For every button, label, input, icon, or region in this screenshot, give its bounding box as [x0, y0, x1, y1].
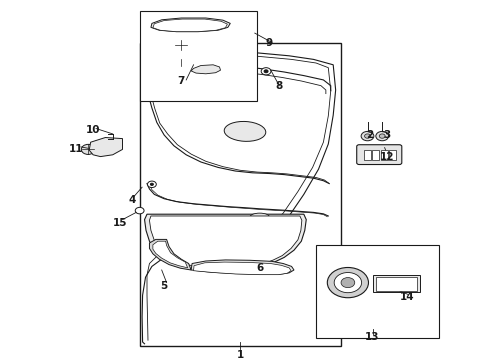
Polygon shape — [89, 138, 122, 157]
Circle shape — [135, 207, 144, 214]
Text: 10: 10 — [86, 125, 100, 135]
Polygon shape — [373, 275, 420, 292]
Bar — [389, 150, 396, 160]
Polygon shape — [149, 216, 302, 268]
Polygon shape — [191, 65, 220, 74]
FancyBboxPatch shape — [357, 145, 402, 165]
Text: 5: 5 — [161, 281, 168, 291]
Circle shape — [341, 278, 355, 288]
Circle shape — [327, 267, 368, 298]
Ellipse shape — [224, 121, 266, 141]
Ellipse shape — [250, 213, 270, 221]
Text: 4: 4 — [128, 195, 136, 205]
Text: 1: 1 — [237, 350, 244, 360]
Circle shape — [147, 181, 156, 188]
Polygon shape — [376, 277, 417, 291]
Circle shape — [261, 68, 271, 75]
Text: 12: 12 — [380, 152, 394, 162]
Text: 11: 11 — [69, 144, 83, 154]
Circle shape — [150, 183, 153, 185]
Bar — [381, 150, 388, 160]
Circle shape — [177, 54, 185, 59]
Text: 2: 2 — [367, 130, 373, 140]
Circle shape — [334, 273, 362, 293]
Text: 3: 3 — [384, 130, 391, 140]
Circle shape — [379, 134, 385, 138]
Polygon shape — [140, 43, 341, 346]
Circle shape — [376, 131, 389, 141]
Text: 9: 9 — [266, 38, 273, 48]
Bar — [364, 150, 371, 160]
Polygon shape — [149, 55, 225, 71]
Polygon shape — [140, 11, 257, 101]
Circle shape — [264, 70, 268, 73]
Circle shape — [365, 134, 370, 138]
Polygon shape — [191, 260, 294, 274]
Polygon shape — [144, 50, 245, 74]
Polygon shape — [153, 241, 188, 268]
Text: 15: 15 — [113, 218, 127, 228]
Text: 6: 6 — [256, 263, 263, 273]
Bar — [372, 150, 379, 160]
Polygon shape — [316, 245, 439, 338]
Circle shape — [361, 131, 374, 141]
Text: 14: 14 — [399, 292, 414, 302]
Circle shape — [81, 144, 95, 154]
Polygon shape — [145, 214, 306, 271]
Text: 7: 7 — [177, 76, 185, 86]
Polygon shape — [149, 239, 191, 270]
Polygon shape — [153, 19, 227, 32]
Polygon shape — [194, 262, 291, 275]
Circle shape — [175, 40, 188, 50]
Text: 8: 8 — [276, 81, 283, 91]
Polygon shape — [151, 18, 230, 32]
Text: 13: 13 — [365, 332, 380, 342]
